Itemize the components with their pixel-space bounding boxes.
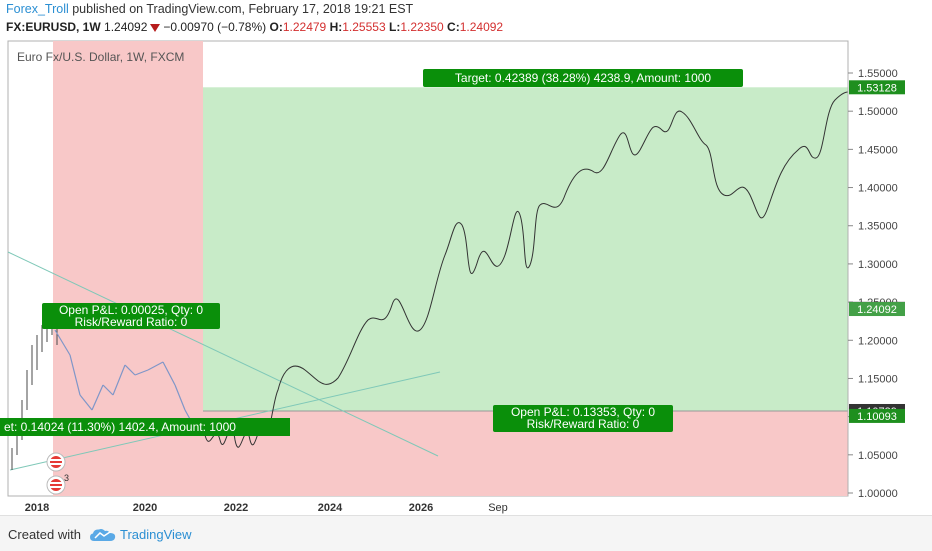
close-value: 1.24092 [459,20,504,34]
event-badge-count: 3 [64,473,69,483]
chart-container[interactable]: Euro Fx/U.S. Dollar, 1W, FXCM Target: 0.… [0,40,932,515]
open-label: O: [269,20,283,34]
price-label-bg-0 [849,80,905,95]
high-value: 1.25553 [342,20,386,34]
projection-arrow-4 [102,384,114,396]
x-tick-label-1: 2020 [133,502,157,514]
x-tick-label-3: 2024 [318,502,343,514]
pnl-label-left[interactable]: Open P&L: 0.00025, Qty: 0 Risk/Reward Ra… [42,303,220,329]
tradingview-cloud-icon[interactable] [90,528,116,542]
y-tick-label-5: 1.30000 [858,259,898,271]
price-label-4: 1.10093 [857,411,897,423]
y-tick-label-4: 1.35000 [858,221,898,233]
projection-arrow-10 [174,384,186,411]
published-text: published on TradingView.com, February 1… [72,2,414,16]
price-label-bg-2 [849,302,905,317]
footer: Created with TradingView [0,515,932,551]
price-label-bg-4 [849,408,905,423]
x-tick-label-2: 2022 [224,502,248,514]
pnl-left-line1: Open P&L: 0.00025, Qty: 0 [59,303,203,317]
tradingview-brand[interactable]: TradingView [120,527,192,542]
projection-arrow-0 [54,329,71,356]
close-label: C: [447,20,460,34]
profit-zone [203,87,848,411]
y-tick-label-11: 1.00000 [858,488,898,500]
x-tick-label-0: 2018 [25,502,49,514]
price-axis[interactable]: 1.55000 1.50000 1.45000 1.40000 1.35000 1.300… [848,68,898,500]
projection-arrow-2 [79,394,93,411]
down-triangle-icon [150,23,161,32]
stop-label[interactable]: et: 0.14024 (11.30%) 1402.4, Amount: 100… [0,418,290,436]
publish-header: Forex_Troll published on TradingView.com… [6,2,413,16]
x-tick-label-4: 2026 [409,502,433,514]
author-link[interactable]: Forex_Troll [6,2,69,16]
y-tick-label-1: 1.50000 [858,106,898,118]
y-tick-label-8: 1.15000 [858,373,898,385]
descending-trendline [7,251,439,457]
projected-price-path [204,91,849,448]
y-tick-label-7: 1.20000 [858,335,898,347]
us-flag-icon-2[interactable]: 3 [46,473,69,495]
price-change: −0.00970 (−0.78%) [163,20,267,34]
y-tick-label-3: 1.40000 [858,183,898,195]
projection-arrow-8 [147,361,164,371]
price-label-2: 1.24092 [857,304,897,316]
chart-svg[interactable]: Euro Fx/U.S. Dollar, 1W, FXCM Target: 0.… [0,40,932,515]
symbol-label: FX:EURUSD, 1W [6,20,101,34]
open-value: 1.22479 [282,20,327,34]
target-label-text: Target: 0.42389 (38.28%) 4238.9, Amount:… [455,71,712,85]
time-axis[interactable]: 2018 2020 2022 2024 2026 Sep [25,502,508,514]
y-tick-label-2: 1.45000 [858,144,898,156]
pnl-right-line1: Open P&L: 0.13353, Qty: 0 [511,405,655,419]
target-label[interactable]: Target: 0.42389 (38.28%) 4238.9, Amount:… [423,69,743,87]
projection-arrow-3 [91,384,104,411]
pnl-left-line2: Risk/Reward Ratio: 0 [75,315,188,329]
high-label: H: [329,20,343,34]
projection-arrow-7 [134,369,149,376]
price-label-0: 1.53128 [857,82,897,94]
projection-arrow-5 [112,364,126,396]
y-tick-label-0: 1.55000 [858,68,898,80]
projection-arrow-9 [162,361,176,386]
chart-title: Euro Fx/U.S. Dollar, 1W, FXCM [17,50,184,64]
pnl-right-line2: Risk/Reward Ratio: 0 [527,417,640,431]
us-flag-icon[interactable] [46,452,66,472]
projection-arrow-6 [124,364,136,376]
pnl-label-right[interactable]: Open P&L: 0.13353, Qty: 0 Risk/Reward Ra… [493,405,673,432]
x-tick-label-5: Sep [488,502,508,514]
last-price: 1.24092 [104,20,148,34]
ohlc-header: FX:EURUSD, 1W 1.24092 −0.00970 (−0.78%) O… [6,20,503,34]
low-value: 1.22350 [400,20,444,34]
y-tick-label-10: 1.05000 [858,450,898,462]
created-with-text: Created with [8,527,81,542]
projection-arrow-1 [69,354,81,396]
low-label: L: [388,20,401,34]
stop-label-text: et: 0.14024 (11.30%) 1402.4, Amount: 100… [4,420,236,434]
